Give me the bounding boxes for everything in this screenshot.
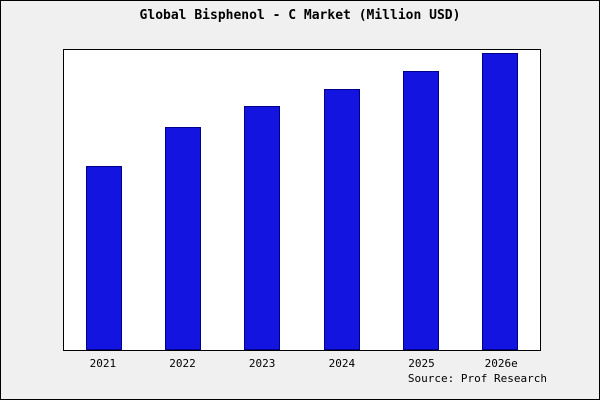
bars — [64, 50, 540, 350]
x-tick-label-2021: 2021 — [89, 357, 117, 370]
bar-2022 — [164, 127, 201, 350]
bar-2026e — [482, 52, 519, 350]
source-text: Source: Prof Research — [407, 372, 547, 385]
bar-2024 — [323, 88, 360, 350]
bar-2021 — [85, 165, 122, 350]
x-tick-label-2024: 2024 — [328, 357, 356, 370]
bar-2025 — [402, 70, 439, 350]
x-tick-label-2025: 2025 — [408, 357, 435, 370]
x-axis-labels: 2021 2022 2023 2024 2025 2026e — [63, 357, 541, 370]
plot-area — [63, 49, 541, 351]
bar-2023 — [244, 106, 281, 350]
chart-title: Global Bisphenol - C Market (Million USD… — [139, 8, 461, 23]
x-tick-label-2022: 2022 — [169, 357, 196, 370]
x-tick-label-2026e: 2026e — [484, 357, 518, 370]
x-tick-label-2023: 2023 — [248, 357, 276, 370]
